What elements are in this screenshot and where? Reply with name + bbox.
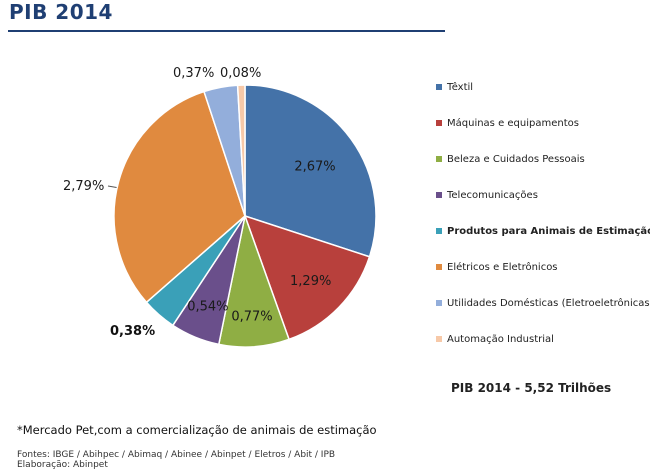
slice-value-label: 0,08% <box>220 66 261 81</box>
legend-label: Beleza e Cuidados Pessoais <box>447 153 585 165</box>
legend-item: Utilidades Domésticas (Eletroeletrônicas… <box>436 296 650 310</box>
legend-item: Automação Industrial <box>436 332 554 346</box>
legend-label: Elétricos e Eletrônicos <box>447 261 558 273</box>
total-label: PIB 2014 - 5,52 Trilhões <box>451 381 612 395</box>
sources-line: Fontes: IBGE / Abihpec / Abimaq / Abinee… <box>17 450 336 460</box>
slice-value-label: 0,54% <box>187 300 228 315</box>
leader-line <box>107 185 117 188</box>
slice-value-label: 0,37% <box>173 66 214 81</box>
pie-slice <box>113 90 246 304</box>
pie-slice <box>243 214 371 341</box>
pie-slice <box>236 84 246 217</box>
legend-label: Utilidades Domésticas (Eletroeletrônicas… <box>447 297 650 309</box>
slice-value-label: 2,79% <box>63 179 104 194</box>
sources-note: Fontes: IBGE / Abihpec / Abimaq / Abinee… <box>17 450 335 470</box>
legend-swatch <box>436 336 442 342</box>
legend-label: Produtos para Animais de Estimação* <box>447 225 650 237</box>
legend-label: Automação Industrial <box>447 333 554 345</box>
legend-swatch <box>436 120 442 126</box>
legend-item: Máquinas e equipamentos <box>436 116 579 130</box>
legend-item: Beleza e Cuidados Pessoais <box>436 152 585 166</box>
legend-label: Telecomunicações <box>447 189 538 201</box>
credits-line: Elaboração: Abinpet <box>17 460 108 470</box>
legend-swatch <box>436 192 442 198</box>
page-title: PIB 2014 <box>9 0 113 24</box>
legend-item: Elétricos e Eletrônicos <box>436 260 558 274</box>
footnote: *Mercado Pet,com a comercialização de an… <box>17 423 377 437</box>
legend-item: Têxtil <box>436 80 473 94</box>
legend-swatch <box>436 264 442 270</box>
legend-swatch <box>436 84 442 90</box>
title-divider <box>8 30 445 32</box>
slice-value-label: 0,38% <box>110 324 155 339</box>
slice-value-label: 1,29% <box>290 274 331 289</box>
pie-slice <box>244 84 377 258</box>
slice-value-label: 0,77% <box>231 309 272 324</box>
slice-value-label: 2,67% <box>294 159 335 174</box>
legend-item: Produtos para Animais de Estimação* <box>436 224 650 238</box>
legend-label: Máquinas e equipamentos <box>447 117 579 129</box>
legend-swatch <box>436 300 442 306</box>
legend-swatch <box>436 228 442 234</box>
legend-item: Telecomunicações <box>436 188 538 202</box>
legend-swatch <box>436 156 442 162</box>
legend-label: Têxtil <box>447 81 474 93</box>
